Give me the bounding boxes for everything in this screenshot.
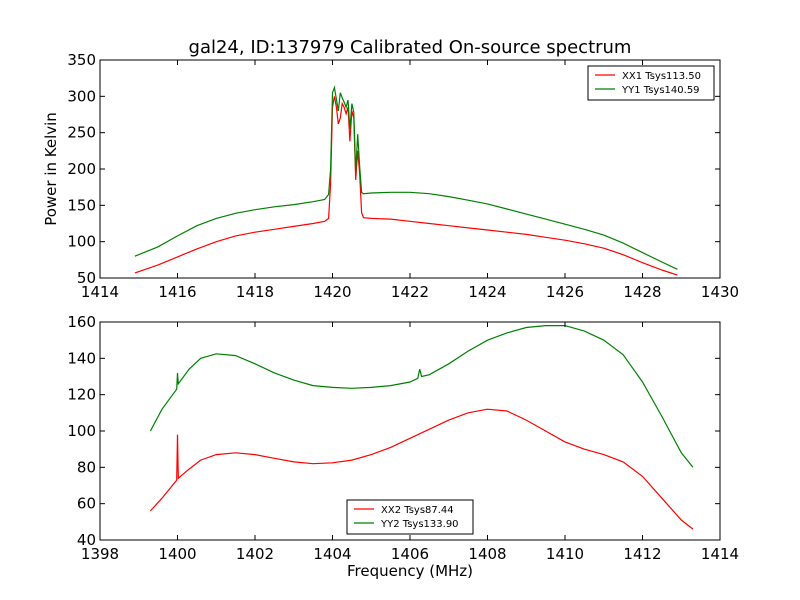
y-axis-label: Power in Kelvin — [42, 112, 60, 226]
x-tick-label: 1426 — [546, 283, 584, 301]
y-tick-label: 250 — [67, 124, 96, 142]
x-tick-label: 1418 — [236, 283, 274, 301]
figure-title: gal24, ID:137979 Calibrated On-source sp… — [189, 37, 632, 58]
x-tick-label: 1398 — [81, 545, 119, 563]
x-tick-label: 1414 — [81, 283, 119, 301]
top-panel: 1414 1416 1418 1420 1422 1424 1426 1428 1430 50 10… — [42, 51, 739, 301]
y-tick-label: 50 — [77, 269, 96, 287]
x-tick-label: 1422 — [391, 283, 429, 301]
x-tick-label: 1414 — [701, 545, 739, 563]
x-tick-label: 1416 — [158, 283, 196, 301]
x-tick-label: 1430 — [701, 283, 739, 301]
x-axis-label: Frequency (MHz) — [347, 562, 473, 580]
x-tick-label: 1404 — [313, 545, 351, 563]
x-tick-label: 1420 — [313, 283, 351, 301]
series-line-1-1 — [149, 325, 694, 468]
legend: XX2 Tsys87.44 YY2 Tsys133.90 — [346, 499, 474, 535]
x-tick-label: 1424 — [468, 283, 506, 301]
y-tick-label: 150 — [67, 196, 96, 214]
y-tick-label: 100 — [67, 233, 96, 251]
legend-label: XX1 Tsys113.50 — [622, 71, 701, 82]
x-tick-label: 1412 — [623, 545, 661, 563]
x-tick-label: 1428 — [623, 283, 661, 301]
series-line-1-0 — [149, 408, 694, 530]
y-tick-label: 40 — [77, 531, 96, 549]
y-tick-label: 350 — [67, 51, 96, 69]
x-tick-label: 1402 — [236, 545, 274, 563]
y-tick-label: 200 — [67, 160, 96, 178]
x-tick-label: 1410 — [546, 545, 584, 563]
x-tick-label: 1408 — [468, 545, 506, 563]
y-tick-label: 60 — [77, 495, 96, 513]
y-tick-label: 300 — [67, 87, 96, 105]
bottom-panel: 1398 1400 1402 1404 1406 1408 1410 1412 1414 40 60… — [67, 313, 739, 563]
x-tick-label: 1406 — [391, 545, 429, 563]
legend-label: YY2 Tsys133.90 — [380, 519, 459, 530]
legend-label: XX2 Tsys87.44 — [381, 505, 454, 516]
x-tick-label: 1400 — [158, 545, 196, 563]
series-line-0-1 — [134, 85, 678, 270]
y-tick-label: 80 — [77, 458, 96, 476]
y-tick-label: 140 — [67, 349, 96, 367]
y-tick-label: 100 — [67, 422, 96, 440]
y-tick-label: 120 — [67, 386, 96, 404]
y-tick-label: 160 — [67, 313, 96, 331]
legend-label: YY1 Tsys140.59 — [621, 85, 700, 96]
legend: XX1 Tsys113.50 YY1 Tsys140.59 — [587, 65, 715, 101]
